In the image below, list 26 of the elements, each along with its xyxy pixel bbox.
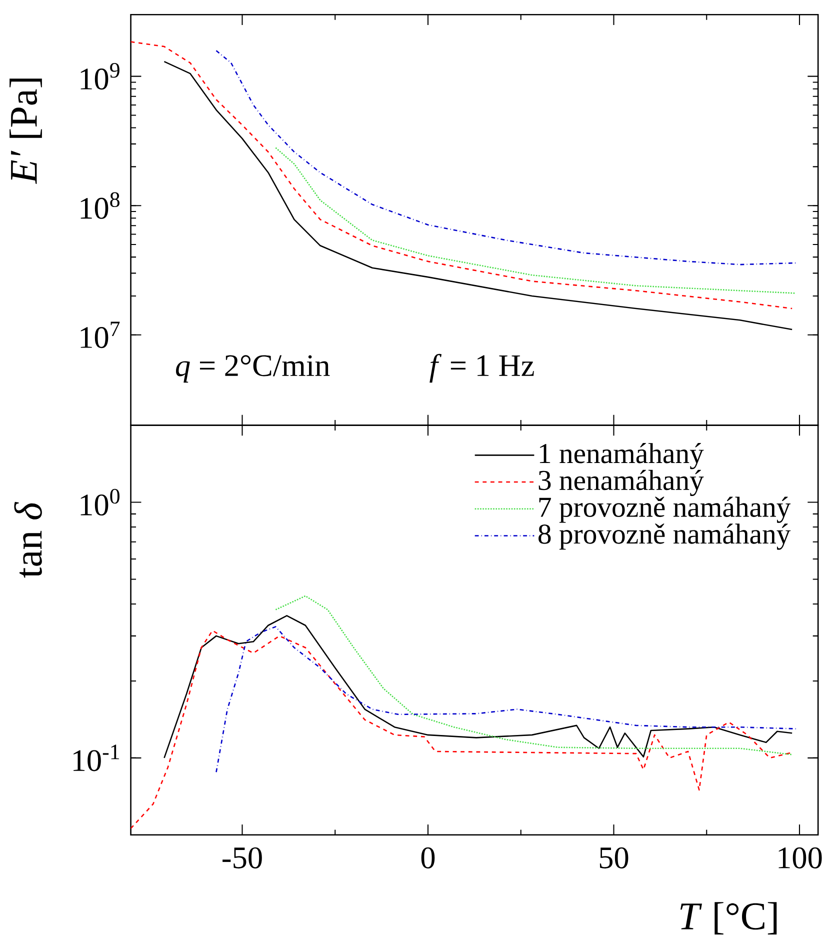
annotation: f = 1 Hz <box>430 354 534 383</box>
y-tick-label: 10$^{9}$ <box>81 63 120 90</box>
x-tick-label: -50 <box>222 847 262 868</box>
x-axis-title: T [°C] <box>680 902 777 934</box>
line-series <box>164 615 793 759</box>
x-tick-label: 0 <box>422 847 435 868</box>
line-series <box>275 147 797 294</box>
line-series <box>216 626 797 773</box>
line-series <box>164 60 793 330</box>
x-tick-label: 50 <box>600 847 628 868</box>
line-series <box>275 595 793 756</box>
line-series <box>131 41 793 310</box>
y-tick-label: 10$^{7}$ <box>81 322 120 348</box>
y-tick-label: 10$^{8}$ <box>81 192 120 219</box>
legend-label: 1 nenamáhaný <box>540 443 704 470</box>
line-series <box>216 50 797 266</box>
y-axis-title: tan δ <box>14 502 42 578</box>
legend-label: 7 provozně namáhaný <box>540 496 791 523</box>
line-series <box>131 630 793 830</box>
y-tick-label: 10$^{-1}$ <box>74 744 120 772</box>
y-tick-label: 10$^{0}$ <box>81 488 120 516</box>
y-axis-title: E′ [Pa] <box>10 78 42 184</box>
legend-label: 3 nenamáhaný <box>539 470 704 496</box>
x-tick-label: 100 <box>779 847 822 868</box>
annotation: q = 2°C/min <box>176 355 330 383</box>
legend-label: 8 provozně namáhaný <box>538 524 791 550</box>
